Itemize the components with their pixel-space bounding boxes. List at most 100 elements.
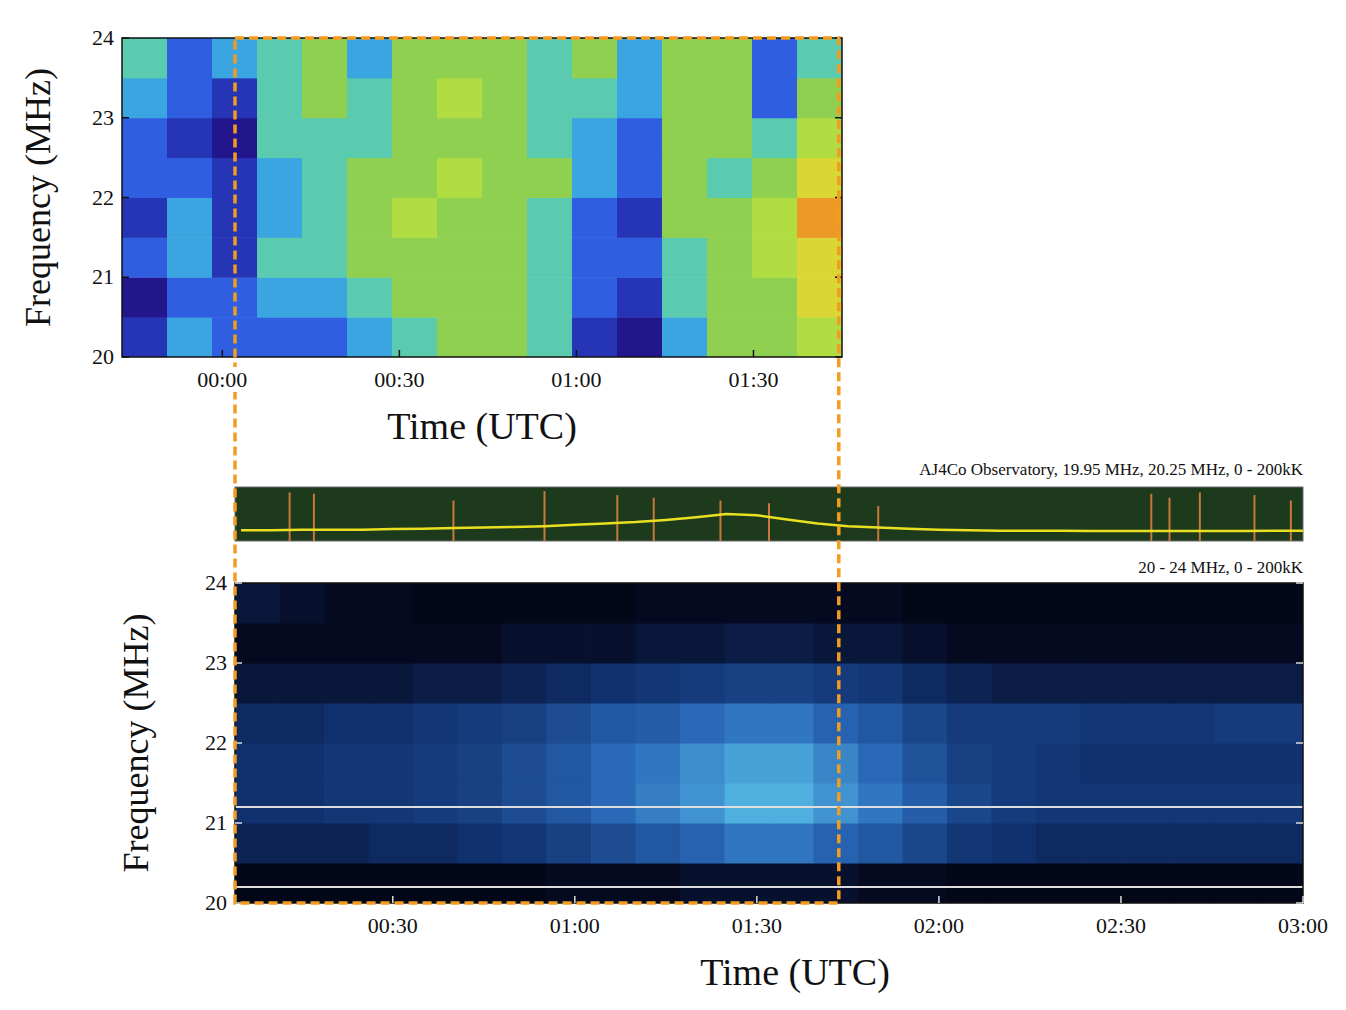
x-tick: [399, 350, 401, 357]
heatmap-cell: [392, 78, 438, 118]
y-tick: [1296, 742, 1303, 744]
heatmap-cell: [392, 277, 438, 317]
heatmap-cell: [1036, 583, 1081, 624]
heatmap-cell: [302, 317, 348, 357]
y-tick: [1296, 582, 1303, 584]
heatmap-cell: [707, 158, 753, 198]
heatmap-cell: [813, 863, 858, 903]
highlight-layer: [235, 38, 839, 903]
heatmap-cell: [279, 583, 324, 624]
heatmap-cell: [279, 783, 324, 824]
heatmap-cell: [636, 703, 681, 744]
heatmap-cell: [813, 823, 858, 864]
heatmap-cell: [482, 198, 528, 238]
heatmap-cell: [122, 78, 168, 118]
heatmap-cell: [662, 118, 708, 158]
heatmap-cell: [1125, 663, 1170, 704]
heatmap-cell: [947, 663, 992, 704]
heatmap-cell: [903, 663, 948, 704]
y-tick-label: 20: [92, 344, 114, 369]
heatmap-cell: [858, 823, 903, 864]
heatmap-cell: [947, 823, 992, 864]
text-background: [917, 460, 1305, 479]
heatmap-cell: [1259, 863, 1303, 903]
heatmap-cell: [1214, 583, 1259, 624]
heatmap-cell: [235, 743, 280, 784]
heatmap-cell: [1170, 623, 1215, 664]
heatmap-cell: [858, 743, 903, 784]
heatmap-cell: [527, 158, 573, 198]
x-tick: [222, 350, 224, 357]
heatmap-cell: [369, 623, 414, 664]
text-background: [203, 810, 229, 835]
heatmap-cell: [680, 703, 725, 744]
heatmap-cell: [279, 703, 324, 744]
heatmap-cell: [707, 78, 753, 118]
heatmap-cell: [502, 823, 547, 864]
text-background: [116, 612, 156, 875]
heatmap-cell: [437, 158, 483, 198]
heatmap-cell: [725, 783, 770, 824]
text-background: [366, 913, 420, 938]
text-background: [912, 913, 966, 938]
heatmap-cell: [122, 317, 168, 357]
heatmap-cell: [502, 783, 547, 824]
heatmap-cell: [572, 38, 618, 78]
heatmap-cell: [458, 703, 503, 744]
heatmap-cell: [769, 663, 814, 704]
heatmap-cell: [1259, 823, 1303, 864]
heatmap-cell: [1080, 863, 1125, 903]
heatmap-cell: [707, 317, 753, 357]
heatmap-cell: [797, 78, 842, 118]
heatmap-cell: [1036, 703, 1081, 744]
heatmap-cell: [235, 783, 280, 824]
heatmap-cell: [1214, 743, 1259, 784]
heatmap-cell: [617, 277, 663, 317]
heatmap-cell: [527, 78, 573, 118]
spike: [877, 506, 879, 541]
heatmap-cell: [769, 703, 814, 744]
heatmap-cell: [680, 863, 725, 903]
heatmap-cell: [392, 158, 438, 198]
x-tick: [938, 896, 940, 903]
heatmap-cell: [413, 743, 458, 784]
text-layer: 00:0000:3001:0001:302021222324Time (UTC)…: [18, 25, 1330, 994]
x-tick-label: 01:00: [550, 913, 600, 938]
heatmap-cell: [546, 583, 591, 624]
x-axis-title: Time (UTC): [700, 951, 890, 994]
heatmap-cell: [797, 277, 842, 317]
heatmap-cell: [1170, 823, 1215, 864]
heatmap-cell: [617, 198, 663, 238]
heatmap-cell: [347, 317, 393, 357]
text-background: [1276, 913, 1330, 938]
heatmap-cell: [546, 703, 591, 744]
heatmap-cell: [1036, 863, 1081, 903]
heatmap-cell: [458, 783, 503, 824]
heatmap-cell: [1259, 623, 1303, 664]
heatmap-cell: [1214, 703, 1259, 744]
y-tick: [122, 117, 129, 119]
y-tick: [1296, 822, 1303, 824]
heatmap-cell: [437, 317, 483, 357]
heatmap-cell: [257, 198, 303, 238]
heatmap-cell: [591, 583, 636, 624]
heatmap-cell: [707, 198, 753, 238]
heatmap-cell: [235, 703, 280, 744]
heatmap-cell: [636, 783, 681, 824]
heatmap-cell: [769, 823, 814, 864]
y-tick-label: 20: [205, 890, 227, 915]
x-tick-label: 00:30: [368, 913, 418, 938]
heatmap-cell: [752, 78, 798, 118]
heatmap-cell: [392, 237, 438, 277]
strip-background: [235, 487, 1303, 541]
text-background: [203, 890, 229, 915]
heatmap-cell: [858, 863, 903, 903]
heatmap-cell: [572, 118, 618, 158]
heatmap-cell: [546, 623, 591, 664]
heatmap-cell: [903, 783, 948, 824]
heatmap-cell: [947, 623, 992, 664]
heatmap-cell: [458, 583, 503, 624]
spike: [1199, 492, 1201, 541]
heatmap-cell: [302, 38, 348, 78]
heatmap-cell: [413, 703, 458, 744]
